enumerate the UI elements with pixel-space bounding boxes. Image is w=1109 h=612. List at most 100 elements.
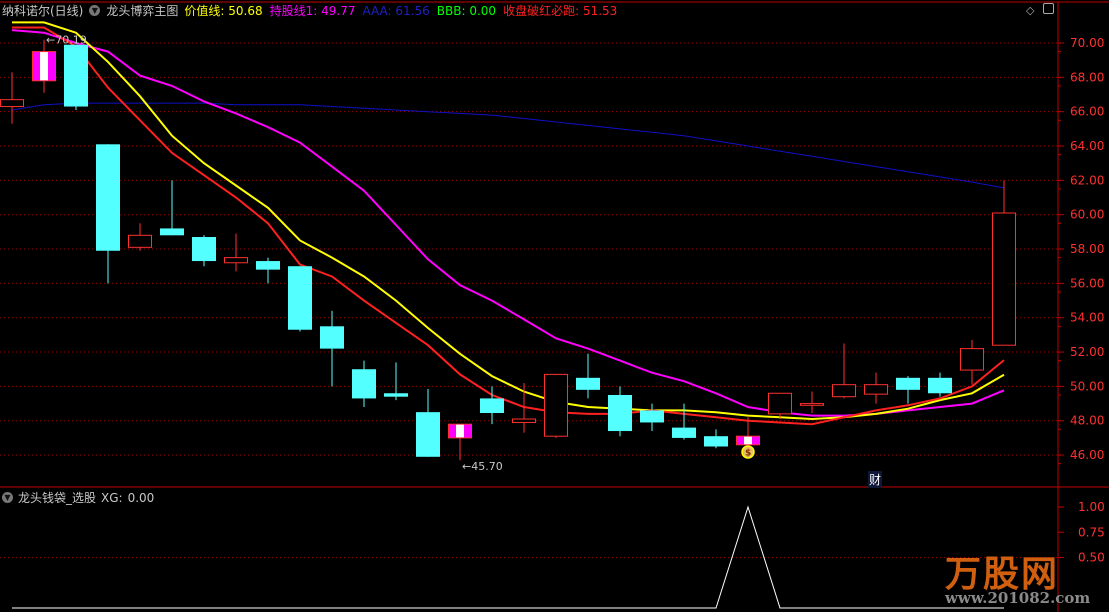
candle-24[interactable] [736,417,760,446]
candle-5[interactable] [128,223,152,251]
candle-body [864,384,888,395]
candle-body [384,393,408,397]
indicator-label: 持股线1: [269,4,318,18]
candle-body [896,377,920,390]
logo-text: 万股网 [945,554,1060,595]
y-tick-label: 46.00 [1070,448,1104,462]
candle-body [128,234,152,248]
stock-name: 纳科诺尔(日线) [2,4,84,18]
candle-28[interactable] [864,372,888,404]
candle-body [800,403,824,406]
candle-body [288,266,312,330]
candle-26[interactable] [800,391,824,414]
series-line-aaa [11,102,1005,189]
candle-body [608,394,632,432]
candle-body-stripe [456,424,464,438]
candle-32[interactable] [992,180,1016,346]
indicator-label: AAA: [362,4,392,18]
candle-body [960,348,984,371]
candle-1[interactable] [0,72,24,124]
candle-20[interactable] [608,386,632,437]
candle-19[interactable] [576,353,600,399]
candle-body [64,44,88,107]
candle-body [224,257,248,264]
candle-body [832,384,856,398]
finance-marker[interactable]: 财 [868,471,883,488]
candle-body-stripe [744,436,752,445]
candle-3[interactable] [64,44,88,110]
candle-body [192,237,216,262]
indicator-value-3: BBB: 0.00 [437,4,496,18]
candle-body [0,99,24,108]
candle-18[interactable] [544,373,568,438]
candle-body [352,369,376,399]
candle-15[interactable] [448,423,472,461]
xg-value: 0.00 [127,490,155,505]
y-tick-label: 58.00 [1070,242,1104,256]
main-chart-header: 纳科诺尔(日线) ▼ 龙头博弈主图 价值线: 50.68 持股线1: 49.77 A… [2,2,624,19]
indicator-number: 61.56 [391,4,430,18]
sub-y-tick-label: 1.00 [1078,500,1105,514]
candle-21[interactable] [640,403,664,432]
xg-signal-line [12,505,1004,609]
candle-body [640,410,664,423]
candle-30[interactable] [928,372,952,397]
y-tick-label: 64.00 [1070,139,1104,153]
y-tick-label: 68.00 [1070,70,1104,84]
candle-12[interactable] [352,360,376,408]
candle-31[interactable] [960,340,984,385]
y-tick-label: 50.00 [1070,379,1104,393]
panel-toggle-icon[interactable] [1043,3,1054,14]
candle-22[interactable] [672,403,696,440]
diamond-icon[interactable]: ◇ [1026,4,1035,17]
indicator-value-1: 持股线1: 49.77 [270,4,356,18]
xg-label: XG: [101,490,123,505]
sub-y-tick-label: 0.75 [1078,525,1105,539]
logo-url: www.201082.com [945,589,1091,607]
candle-body [928,377,952,394]
candle-4[interactable] [96,144,120,284]
candle-body [992,212,1016,346]
indicator-number: 50.68 [224,4,263,18]
candle-2[interactable] [32,39,56,93]
series-line-hold [11,29,1005,417]
low-price-label: ←45.70 [462,460,503,473]
candle-9[interactable] [256,257,280,284]
candle-11[interactable] [320,310,344,387]
candle-17[interactable] [512,382,536,433]
indicator-number: 51.53 [579,4,618,18]
candle-body [512,418,536,423]
series-line-red-exit [12,26,1005,426]
sub-indicator-name[interactable]: 龙头钱袋_选股 [18,491,97,505]
candle-7[interactable] [192,235,216,267]
candle-29[interactable] [896,376,920,404]
high-price-label: ←70.19 [46,34,87,47]
candle-6[interactable] [160,180,184,236]
chevron-down-icon[interactable]: ▼ [2,492,13,503]
candle-10[interactable] [288,266,312,332]
candle-14[interactable] [416,388,440,457]
indicator-name[interactable]: 龙头博弈主图 [106,4,179,18]
candle-8[interactable] [224,233,248,272]
candle-27[interactable] [832,343,856,399]
candle-23[interactable] [704,429,728,449]
candle-body [256,261,280,270]
chevron-down-icon[interactable]: ▼ [89,5,101,16]
y-tick-label: 48.00 [1070,414,1104,428]
candle-16[interactable] [480,386,504,425]
y-tick-label: 70.00 [1070,36,1104,50]
sub-y-tick-label: 0.50 [1078,551,1105,565]
y-tick-label: 56.00 [1070,276,1104,290]
candle-body [416,412,440,457]
candle-13[interactable] [384,362,408,401]
indicator-number: 0.00 [465,4,497,18]
candle-body [672,427,696,438]
candle-body [576,377,600,390]
indicator-value-2: AAA: 61.56 [362,4,429,18]
y-tick-label: 62.00 [1070,173,1104,187]
indicator-label: 价值线: [184,4,225,18]
indicator-label: BBB: [436,4,466,18]
candle-25[interactable] [768,392,792,420]
money-bag-glyph: $ [745,449,751,459]
